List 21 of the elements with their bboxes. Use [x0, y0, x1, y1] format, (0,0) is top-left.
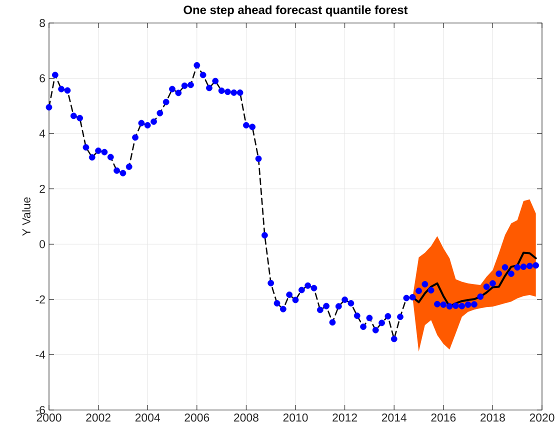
chart-title: One step ahead forecast quantile forest	[184, 5, 408, 16]
x-tick-label: 2002	[86, 414, 110, 422]
y-tick-label: 6	[40, 74, 45, 82]
x-tick-label: 2012	[332, 414, 357, 422]
x-tick-label: 2016	[431, 414, 456, 422]
y-axis-title: Y Value	[22, 197, 30, 236]
x-tick-label: 2008	[234, 414, 258, 422]
y-tick-label: -2	[36, 295, 45, 304]
y-tick-label: 0	[40, 240, 46, 248]
x-tick-label: 2020	[530, 414, 554, 422]
y-tick-label: 2	[40, 184, 45, 193]
x-tick-label: 2010	[283, 414, 308, 422]
y-tick-label: -4	[36, 350, 46, 359]
y-tick-label: 8	[40, 18, 45, 28]
x-tick-label: 2014	[382, 414, 406, 422]
x-tick-label: 2004	[135, 414, 160, 422]
x-tick-label: 2018	[480, 414, 505, 422]
x-tick-label: 2000	[36, 414, 62, 422]
y-tick-label: 4	[39, 130, 46, 138]
y-tick-label: -6	[36, 406, 45, 414]
x-tick-label: 2006	[184, 414, 210, 422]
